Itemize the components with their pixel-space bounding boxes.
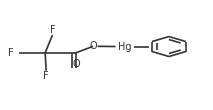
Text: F: F <box>50 25 56 35</box>
Text: O: O <box>72 59 80 69</box>
Text: F: F <box>8 48 13 58</box>
Text: F: F <box>43 71 48 81</box>
Text: O: O <box>89 41 97 51</box>
Text: Hg: Hg <box>118 42 131 51</box>
